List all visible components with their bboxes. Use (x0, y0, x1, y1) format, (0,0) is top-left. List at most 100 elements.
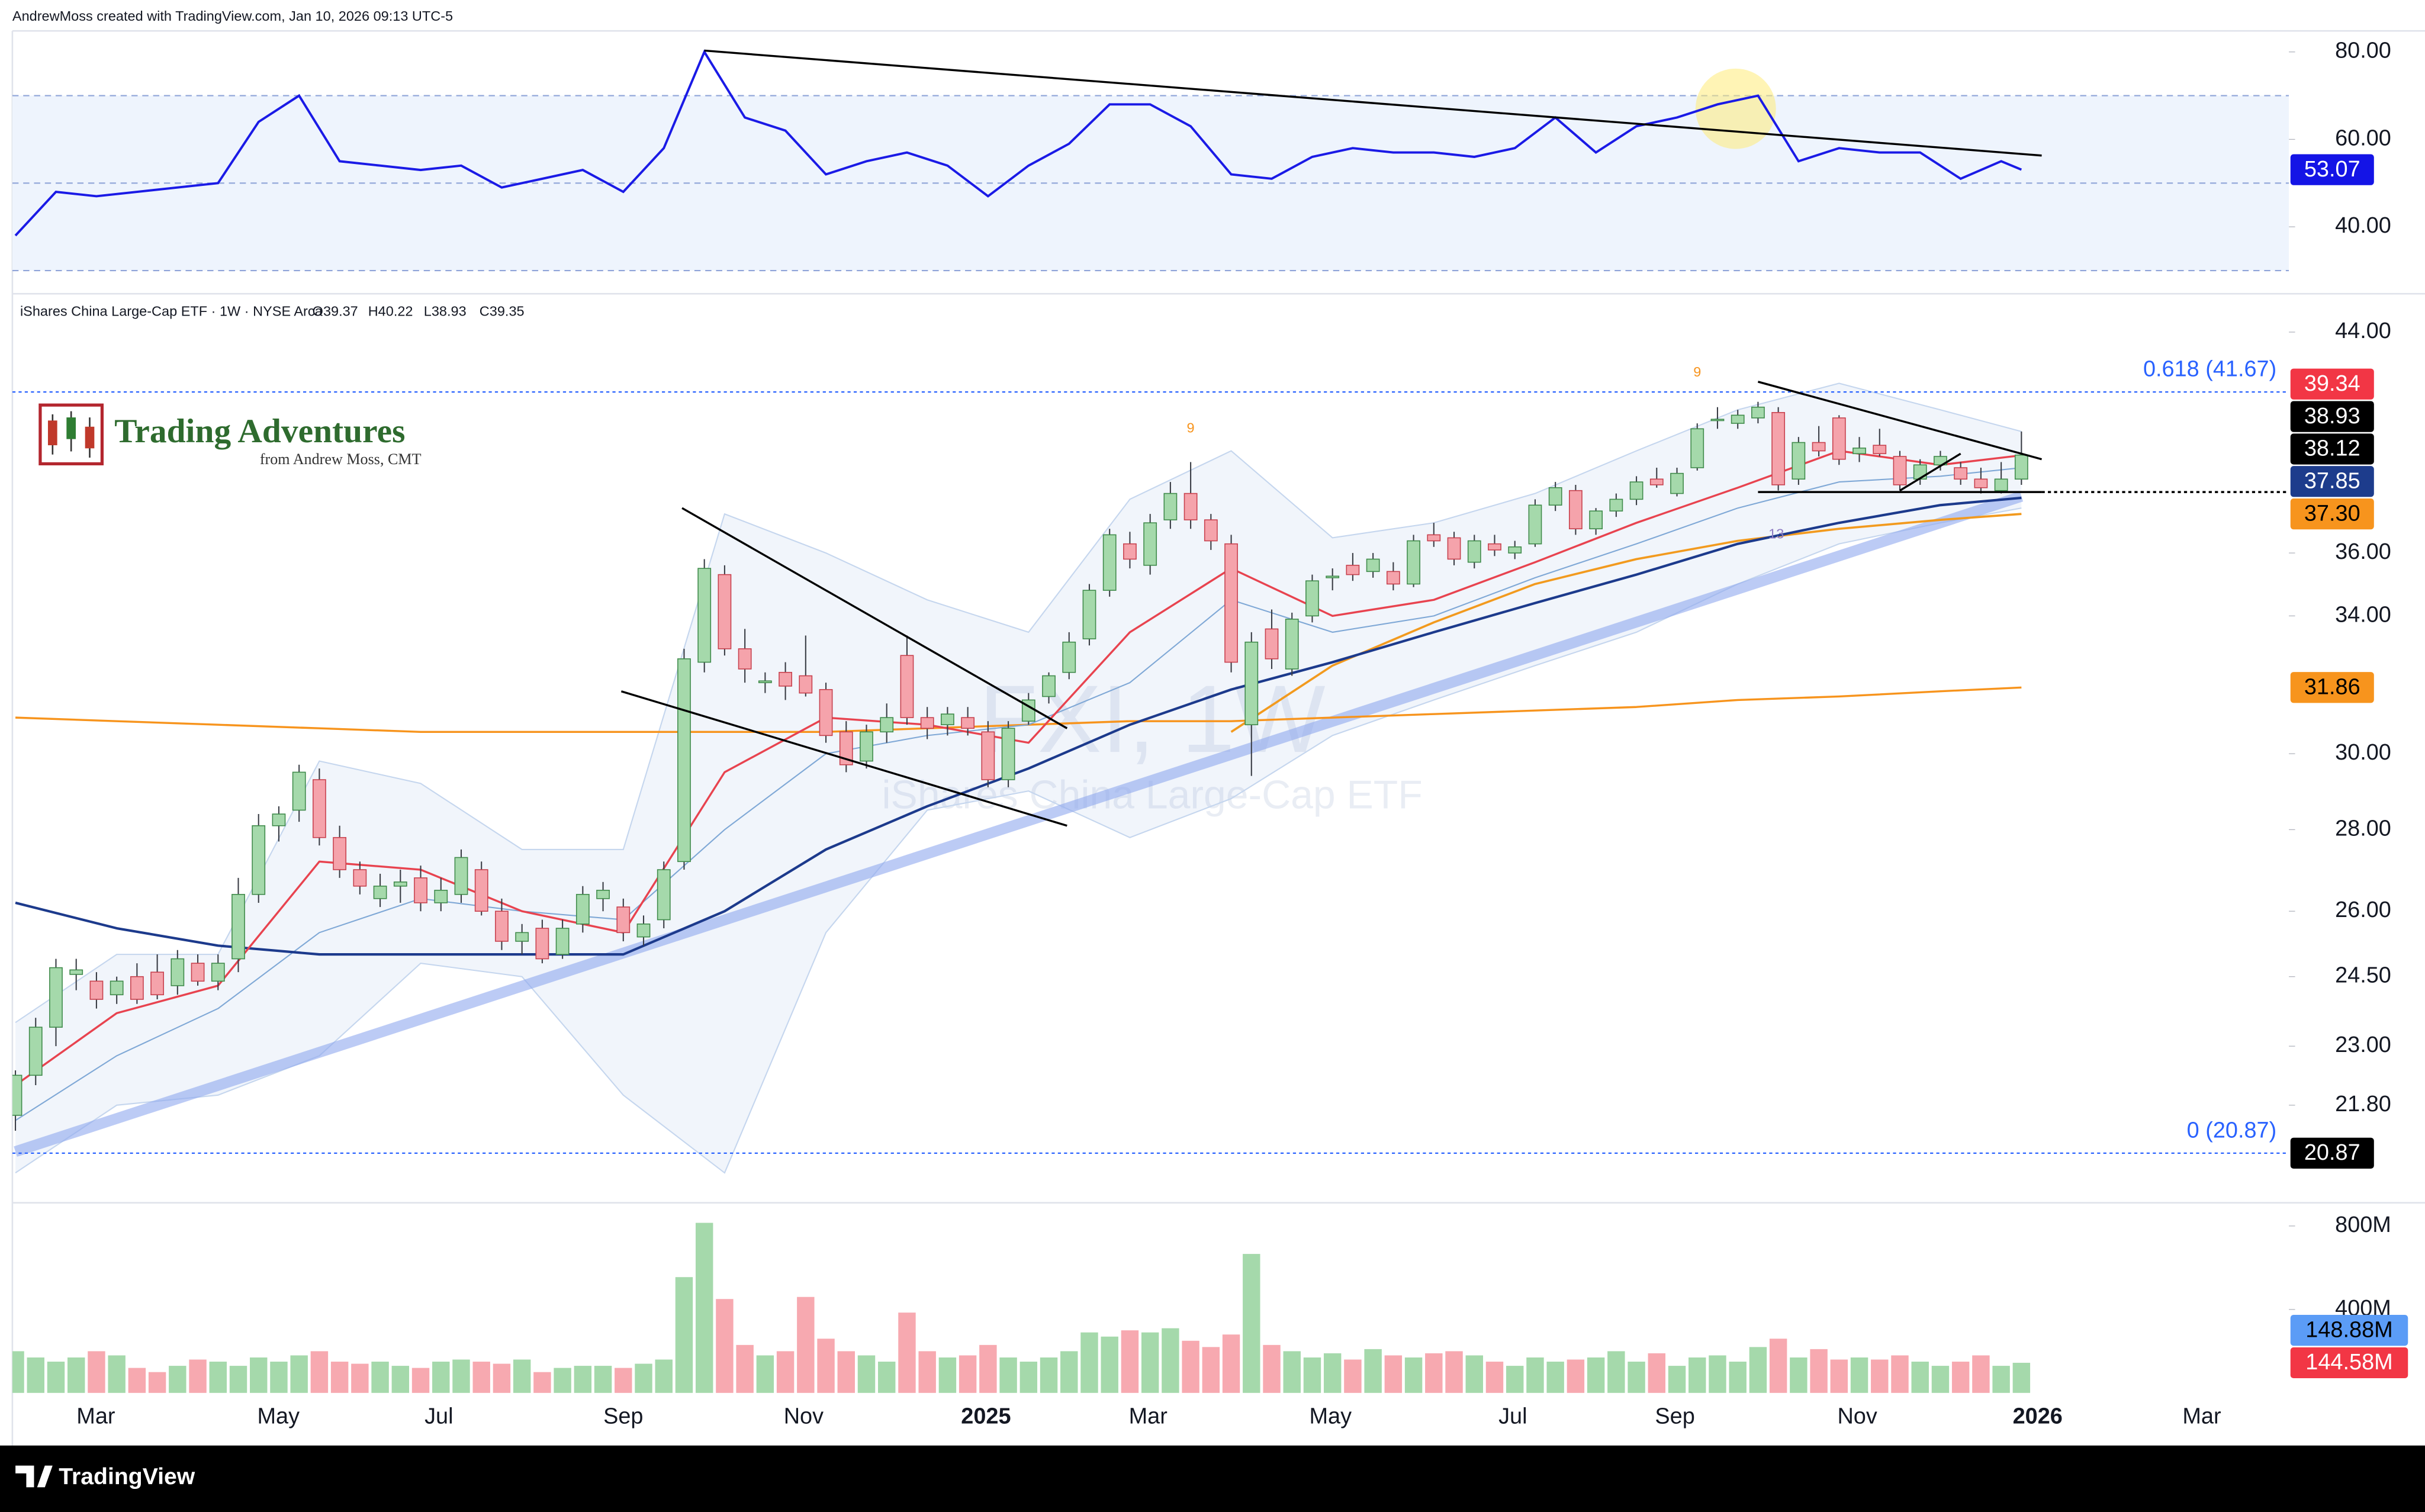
volume-bar (1121, 1330, 1139, 1393)
candle-body (252, 825, 266, 895)
volume-bar (351, 1363, 369, 1393)
y-tick-label: 44.00 (2335, 319, 2391, 343)
volume-bar (979, 1344, 997, 1393)
price-badge-label: 144.58M (2305, 1350, 2392, 1375)
logo: Trading Adventures from Andrew Moss, CMT (38, 403, 422, 468)
volume-bar (1992, 1366, 2010, 1393)
volume-bar (1080, 1332, 1098, 1393)
candle-body (1548, 487, 1562, 506)
candle-body (981, 731, 995, 780)
footer-brand: TradingView (59, 1464, 195, 1490)
candle-body (515, 932, 529, 942)
candle-body (89, 980, 104, 1000)
candle-body (1731, 414, 1745, 424)
candle-body (819, 689, 833, 736)
candle-body (738, 648, 752, 670)
volume-bar (1769, 1339, 1787, 1393)
volume-bar (2012, 1362, 2031, 1393)
candle-body (839, 731, 853, 765)
annotation: 13 (1768, 526, 1784, 542)
y-tick-label: 36.00 (2335, 539, 2391, 564)
volume-bar (108, 1355, 126, 1393)
volume-bar (1871, 1359, 1889, 1393)
volume-bar (169, 1366, 186, 1393)
volume-bar (1243, 1254, 1260, 1393)
volume-bar (594, 1366, 612, 1393)
volume-bar (1628, 1362, 1645, 1393)
candle-body (1082, 590, 1096, 639)
volume-bar (1425, 1353, 1443, 1393)
volume-bar (615, 1368, 632, 1393)
volume-bar (1283, 1351, 1301, 1393)
logo-title: Trading Adventures (114, 413, 405, 450)
volume-bar (1931, 1366, 1950, 1393)
y-tick-label: 40.00 (2335, 213, 2391, 238)
trendline (620, 690, 1067, 827)
y-tick-label: 30.00 (2335, 740, 2391, 765)
candle-body (2014, 454, 2028, 480)
volume-bar (47, 1362, 65, 1393)
volume-bar (290, 1355, 308, 1393)
candle-body (1771, 412, 1786, 485)
fib-label: 0 (20.87) (2187, 1118, 2277, 1143)
volume-bar (1344, 1359, 1362, 1393)
candle-body (1812, 442, 1826, 452)
candle-body (1143, 522, 1157, 566)
logo-candle (85, 426, 95, 449)
volume-bar (1364, 1349, 1382, 1393)
volume-bar (837, 1351, 855, 1393)
price-badge (2290, 672, 2374, 703)
volume-bar (1485, 1362, 1504, 1393)
volume-bar (1830, 1359, 1848, 1393)
volume-bar (432, 1362, 450, 1393)
volume-bar (88, 1351, 105, 1393)
volume-bar (1303, 1357, 1321, 1393)
moving-average (15, 496, 2022, 956)
annotation: 9 (1693, 364, 1701, 379)
trendline (681, 507, 1068, 729)
candle-body (1285, 619, 1299, 670)
volume-bar (189, 1359, 207, 1393)
volume-bar (1162, 1328, 1179, 1393)
volume-bar (1546, 1362, 1564, 1393)
fib-label: 0.618 (41.67) (2143, 357, 2276, 382)
candle-body (1001, 728, 1015, 780)
volume-bar (411, 1368, 430, 1393)
candle-body (474, 869, 488, 912)
volume-bar (493, 1363, 511, 1393)
volume-bar (27, 1357, 44, 1393)
candle-body (555, 928, 570, 955)
logo-candle (47, 420, 57, 446)
candle-body (1042, 675, 1056, 697)
rsi-line (14, 49, 2022, 237)
volume-bar (756, 1355, 774, 1393)
y-tick-label: 23.00 (2335, 1032, 2391, 1057)
price-badge (2290, 1137, 2374, 1169)
highlight (1695, 68, 1776, 149)
candle-body (1792, 442, 1806, 480)
candle-body (758, 680, 772, 683)
candle-body (1852, 448, 1866, 455)
volume-bar (959, 1355, 977, 1393)
candle-body (1163, 493, 1178, 520)
ohlc-legend: L38.93 (424, 304, 467, 319)
price-badge-label: 31.86 (2304, 675, 2360, 700)
volume-bar (533, 1372, 551, 1393)
trend-channel (14, 491, 2024, 1157)
volume-bar (310, 1351, 329, 1393)
candle-body (373, 885, 387, 899)
rsi-plot (12, 49, 2289, 272)
candle-body (900, 655, 914, 718)
candle-body (657, 869, 671, 921)
volume-bar (1587, 1357, 1605, 1393)
volume-bar (148, 1372, 166, 1393)
volume-bar (270, 1362, 288, 1393)
candle-body (636, 923, 651, 938)
candle-body (1649, 478, 1664, 485)
candle-body (1386, 571, 1400, 585)
volume-bar (716, 1299, 734, 1393)
trendline (704, 49, 2042, 157)
candle-body (434, 890, 448, 903)
candle-body (1994, 478, 2008, 491)
